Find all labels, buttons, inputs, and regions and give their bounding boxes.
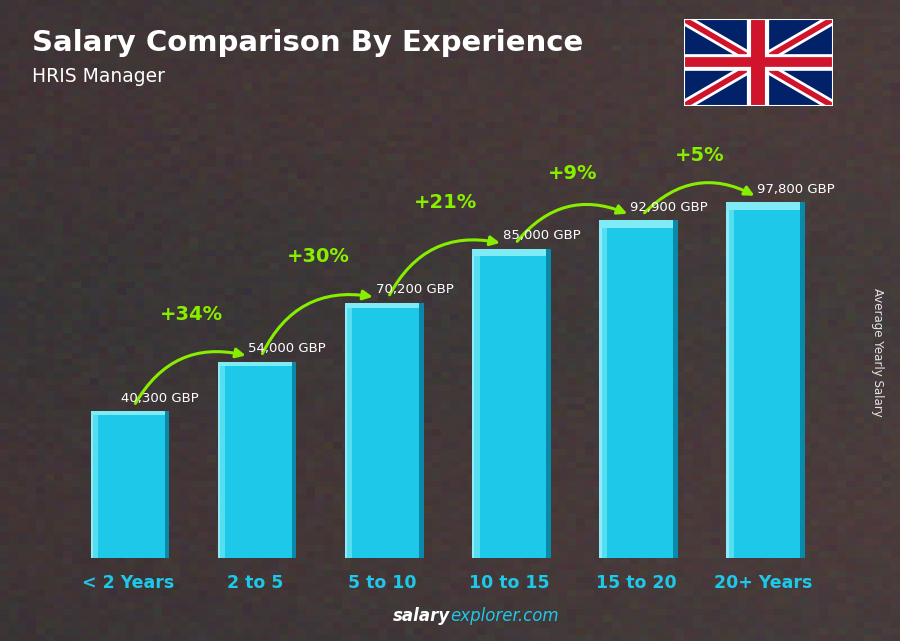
Text: 40,300 GBP: 40,300 GBP: [122, 392, 199, 404]
Bar: [292, 362, 296, 558]
Bar: [345, 303, 347, 558]
Bar: [218, 362, 225, 558]
Text: HRIS Manager: HRIS Manager: [32, 67, 165, 87]
Text: 97,800 GBP: 97,800 GBP: [757, 183, 835, 196]
Text: explorer.com: explorer.com: [450, 607, 559, 625]
Bar: [91, 412, 165, 415]
FancyArrowPatch shape: [135, 349, 242, 403]
Bar: [91, 412, 93, 558]
Text: 92,900 GBP: 92,900 GBP: [630, 201, 707, 213]
Text: salary: salary: [392, 607, 450, 625]
Bar: [91, 412, 98, 558]
Text: 54,000 GBP: 54,000 GBP: [248, 342, 326, 355]
Text: Salary Comparison By Experience: Salary Comparison By Experience: [32, 29, 583, 57]
Text: +34%: +34%: [159, 306, 223, 324]
Bar: [726, 203, 734, 558]
Bar: [472, 249, 546, 558]
Bar: [472, 249, 474, 558]
Bar: [472, 249, 546, 256]
Text: 70,200 GBP: 70,200 GBP: [375, 283, 454, 296]
Bar: [472, 249, 480, 558]
Text: +30%: +30%: [287, 247, 350, 265]
FancyArrowPatch shape: [390, 237, 497, 295]
Bar: [165, 412, 169, 558]
Bar: [726, 203, 800, 210]
FancyArrowPatch shape: [263, 291, 370, 354]
Bar: [418, 303, 424, 558]
FancyArrowPatch shape: [518, 204, 624, 241]
Text: 85,000 GBP: 85,000 GBP: [503, 229, 580, 242]
Bar: [91, 412, 165, 558]
Text: +5%: +5%: [675, 146, 724, 165]
Bar: [345, 303, 353, 558]
Bar: [345, 303, 418, 558]
Bar: [726, 203, 729, 558]
Bar: [599, 221, 601, 558]
Bar: [800, 203, 805, 558]
FancyArrowPatch shape: [644, 183, 752, 213]
Bar: [546, 249, 551, 558]
Text: +21%: +21%: [414, 193, 477, 212]
Bar: [218, 362, 220, 558]
Bar: [345, 303, 418, 308]
Bar: [218, 362, 292, 558]
Bar: [218, 362, 292, 366]
Bar: [599, 221, 673, 558]
Bar: [599, 221, 673, 228]
Bar: [599, 221, 607, 558]
Bar: [673, 221, 678, 558]
Bar: [726, 203, 800, 558]
Text: Average Yearly Salary: Average Yearly Salary: [871, 288, 884, 417]
Text: +9%: +9%: [548, 164, 598, 183]
